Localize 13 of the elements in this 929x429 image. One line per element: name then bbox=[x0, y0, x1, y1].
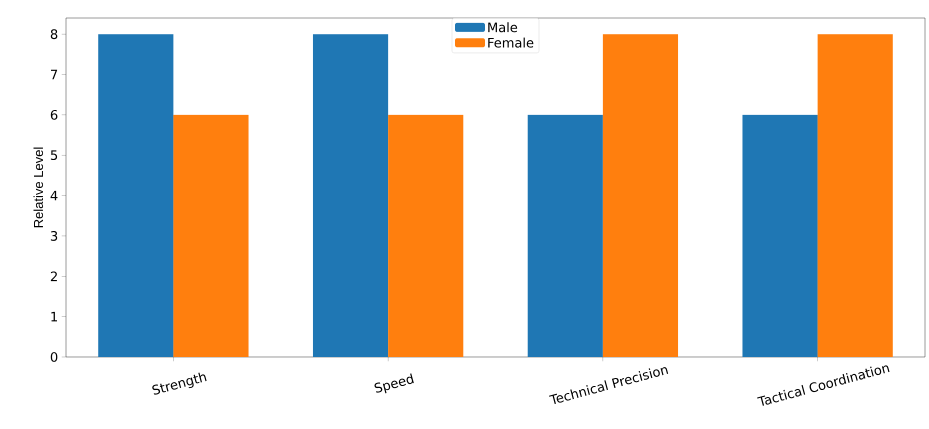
y-tick-label: 8 bbox=[50, 29, 58, 40]
y-tick-label: 3 bbox=[50, 231, 58, 241]
y-tick-label: 5 bbox=[50, 150, 58, 160]
legend-label: Female bbox=[488, 38, 534, 48]
y-tick-label: 7 bbox=[50, 70, 58, 80]
y-axis-title: Relative Level bbox=[34, 148, 44, 228]
y-tick-label: 2 bbox=[50, 271, 57, 282]
y-tick-label: 4 bbox=[50, 190, 58, 200]
y-tick-label: 0 bbox=[50, 352, 58, 362]
legend-label: Male bbox=[488, 22, 518, 32]
y-tick-label: 1 bbox=[51, 312, 58, 322]
y-tick-label: 6 bbox=[50, 110, 58, 120]
x-tick-label: Speed bbox=[374, 373, 414, 394]
